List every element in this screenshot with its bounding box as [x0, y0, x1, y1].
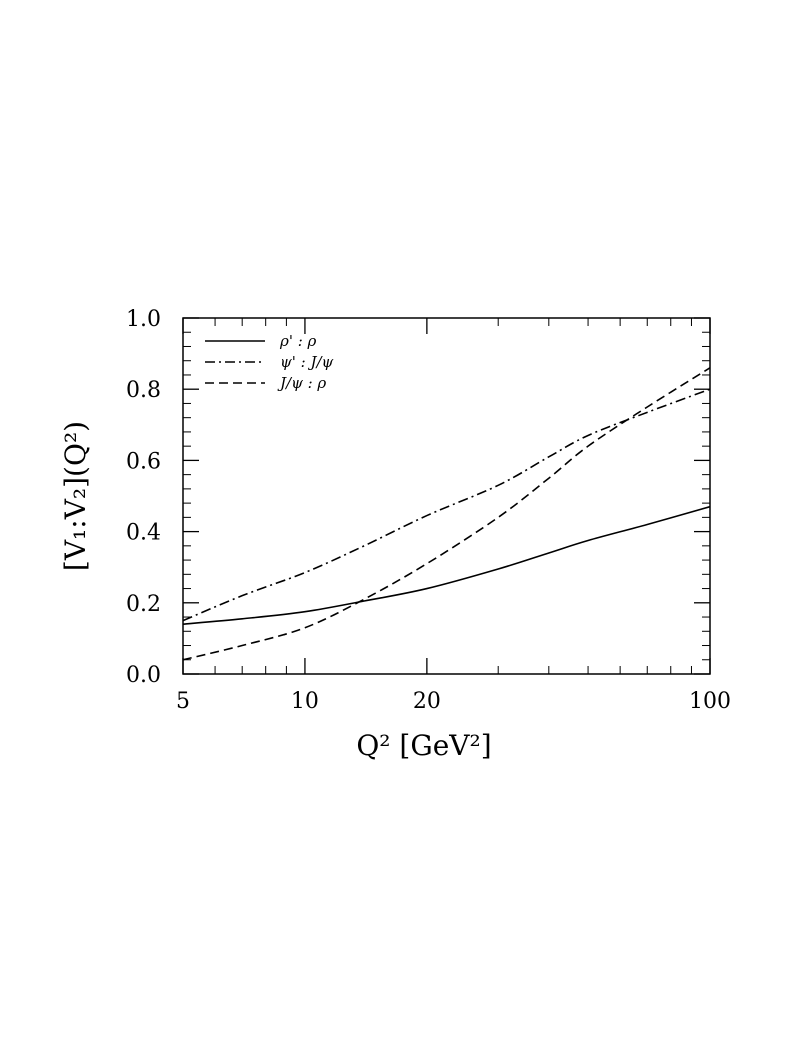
legend-label-2: J/ψ : ρ: [277, 374, 326, 392]
y-tick-label: 1.0: [126, 307, 161, 332]
legend: ρ' : ρ ψ' : J/ψ J/ψ : ρ: [205, 332, 334, 392]
plot-frame: [182, 317, 711, 675]
series-lines: [182, 367, 711, 661]
series-line-2: [182, 367, 711, 661]
y-axis-title: [V₁:V₂](Q²): [59, 421, 92, 571]
x-tick-label: 10: [291, 689, 319, 714]
axis-tick-labels: 5 10 20 100 0.0 0.2 0.4 0.6 0.8 1.0: [126, 307, 731, 714]
y-tick-label: 0.0: [126, 663, 161, 688]
x-tick-label: 100: [689, 689, 731, 714]
series-line-0: [182, 505, 711, 625]
legend-label-0: ρ' : ρ: [279, 332, 317, 350]
y-tick-label: 0.8: [126, 378, 161, 403]
y-tick-label: 0.2: [126, 592, 161, 617]
x-axis-title: Q² [GeV²]: [356, 729, 491, 762]
legend-label-1: ψ' : J/ψ: [280, 353, 334, 371]
y-tick-label: 0.4: [126, 521, 161, 546]
x-tick-label: 5: [176, 689, 190, 714]
series-line-1: [182, 388, 711, 622]
x-tick-label: 20: [413, 689, 441, 714]
y-tick-label: 0.6: [126, 449, 161, 474]
axis-ticks: [182, 317, 711, 675]
